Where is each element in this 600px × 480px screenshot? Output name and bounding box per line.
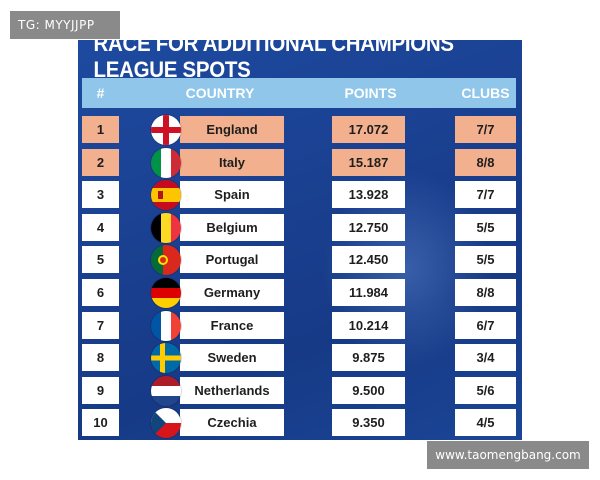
header-rank: # (96, 85, 105, 101)
clubs-cell: 5/6 (455, 376, 516, 404)
country-cell: England (180, 116, 284, 143)
header-points: POINTS (344, 85, 397, 101)
country-cell: France (180, 311, 284, 339)
table-header: # COUNTRY POINTS CLUBS (82, 78, 516, 108)
table-row: 7 France 10.214 6/7 (78, 310, 522, 341)
table-row: 10 Czechia 9.350 4/5 (78, 408, 522, 439)
country-cell: Italy (180, 148, 284, 176)
points-cell: 9.875 (332, 344, 405, 372)
rank-cell: 6 (82, 279, 119, 306)
table-row: 9 Netherlands 9.500 5/6 (78, 375, 522, 406)
site-watermark: www.taomengbang.com (427, 441, 589, 469)
table-row: 4 Belgium 12.750 5/5 (78, 212, 522, 243)
country-cell: Germany (180, 279, 284, 306)
table-row: 6 Germany 11.984 8/8 (78, 278, 522, 308)
country-cell: Czechia (180, 409, 284, 437)
points-cell: 17.072 (332, 116, 405, 143)
points-cell: 15.187 (332, 148, 405, 176)
country-cell: Sweden (180, 344, 284, 372)
rank-cell: 4 (82, 213, 119, 241)
portugal-flag-icon (151, 245, 181, 276)
clubs-cell: 6/7 (455, 311, 516, 339)
country-cell: Belgium (180, 213, 284, 241)
rank-cell: 3 (82, 181, 119, 209)
clubs-cell: 7/7 (455, 181, 516, 209)
source-tag: TG: MYYJJPP (10, 11, 120, 39)
czechia-flag-icon (151, 408, 181, 439)
clubs-cell: 8/8 (455, 279, 516, 306)
header-country: COUNTRY (185, 85, 255, 101)
points-cell: 11.984 (332, 279, 405, 306)
table-row: 3 Spain 13.928 7/7 (78, 180, 522, 211)
points-cell: 13.928 (332, 181, 405, 209)
country-cell: Netherlands (180, 376, 284, 404)
rank-cell: 8 (82, 344, 119, 372)
header-clubs: CLUBS (461, 85, 510, 101)
clubs-cell: 3/4 (455, 344, 516, 372)
rank-cell: 9 (82, 376, 119, 404)
points-cell: 9.500 (332, 376, 405, 404)
belgium-flag-icon (151, 212, 181, 243)
points-cell: 12.450 (332, 246, 405, 274)
clubs-cell: 5/5 (455, 213, 516, 241)
points-cell: 9.350 (332, 409, 405, 437)
clubs-cell: 5/5 (455, 246, 516, 274)
points-cell: 10.214 (332, 311, 405, 339)
rankings-poster: RACE FOR ADDITIONAL CHAMPIONS LEAGUE SPO… (78, 40, 522, 440)
england-flag-icon (151, 115, 181, 145)
table-row: 8 Sweden 9.875 3/4 (78, 343, 522, 374)
country-cell: Spain (180, 181, 284, 209)
clubs-cell: 8/8 (455, 148, 516, 176)
clubs-cell: 4/5 (455, 409, 516, 437)
rank-cell: 10 (82, 409, 119, 437)
rank-cell: 1 (82, 116, 119, 143)
spain-flag-icon (151, 180, 181, 211)
netherlands-flag-icon (151, 375, 181, 406)
country-cell: Portugal (180, 246, 284, 274)
france-flag-icon (151, 310, 181, 341)
table-row: 2 Italy 15.187 8/8 (78, 147, 522, 178)
poster-title: RACE FOR ADDITIONAL CHAMPIONS LEAGUE SPO… (93, 40, 454, 82)
rank-cell: 2 (82, 148, 119, 176)
table-row: 1 England 17.072 7/7 (78, 115, 522, 145)
sweden-flag-icon (151, 343, 181, 374)
points-cell: 12.750 (332, 213, 405, 241)
rank-cell: 5 (82, 246, 119, 274)
germany-flag-icon (151, 278, 181, 308)
clubs-cell: 7/7 (455, 116, 516, 143)
rank-cell: 7 (82, 311, 119, 339)
table-row: 5 Portugal 12.450 5/5 (78, 245, 522, 276)
italy-flag-icon (151, 147, 181, 178)
